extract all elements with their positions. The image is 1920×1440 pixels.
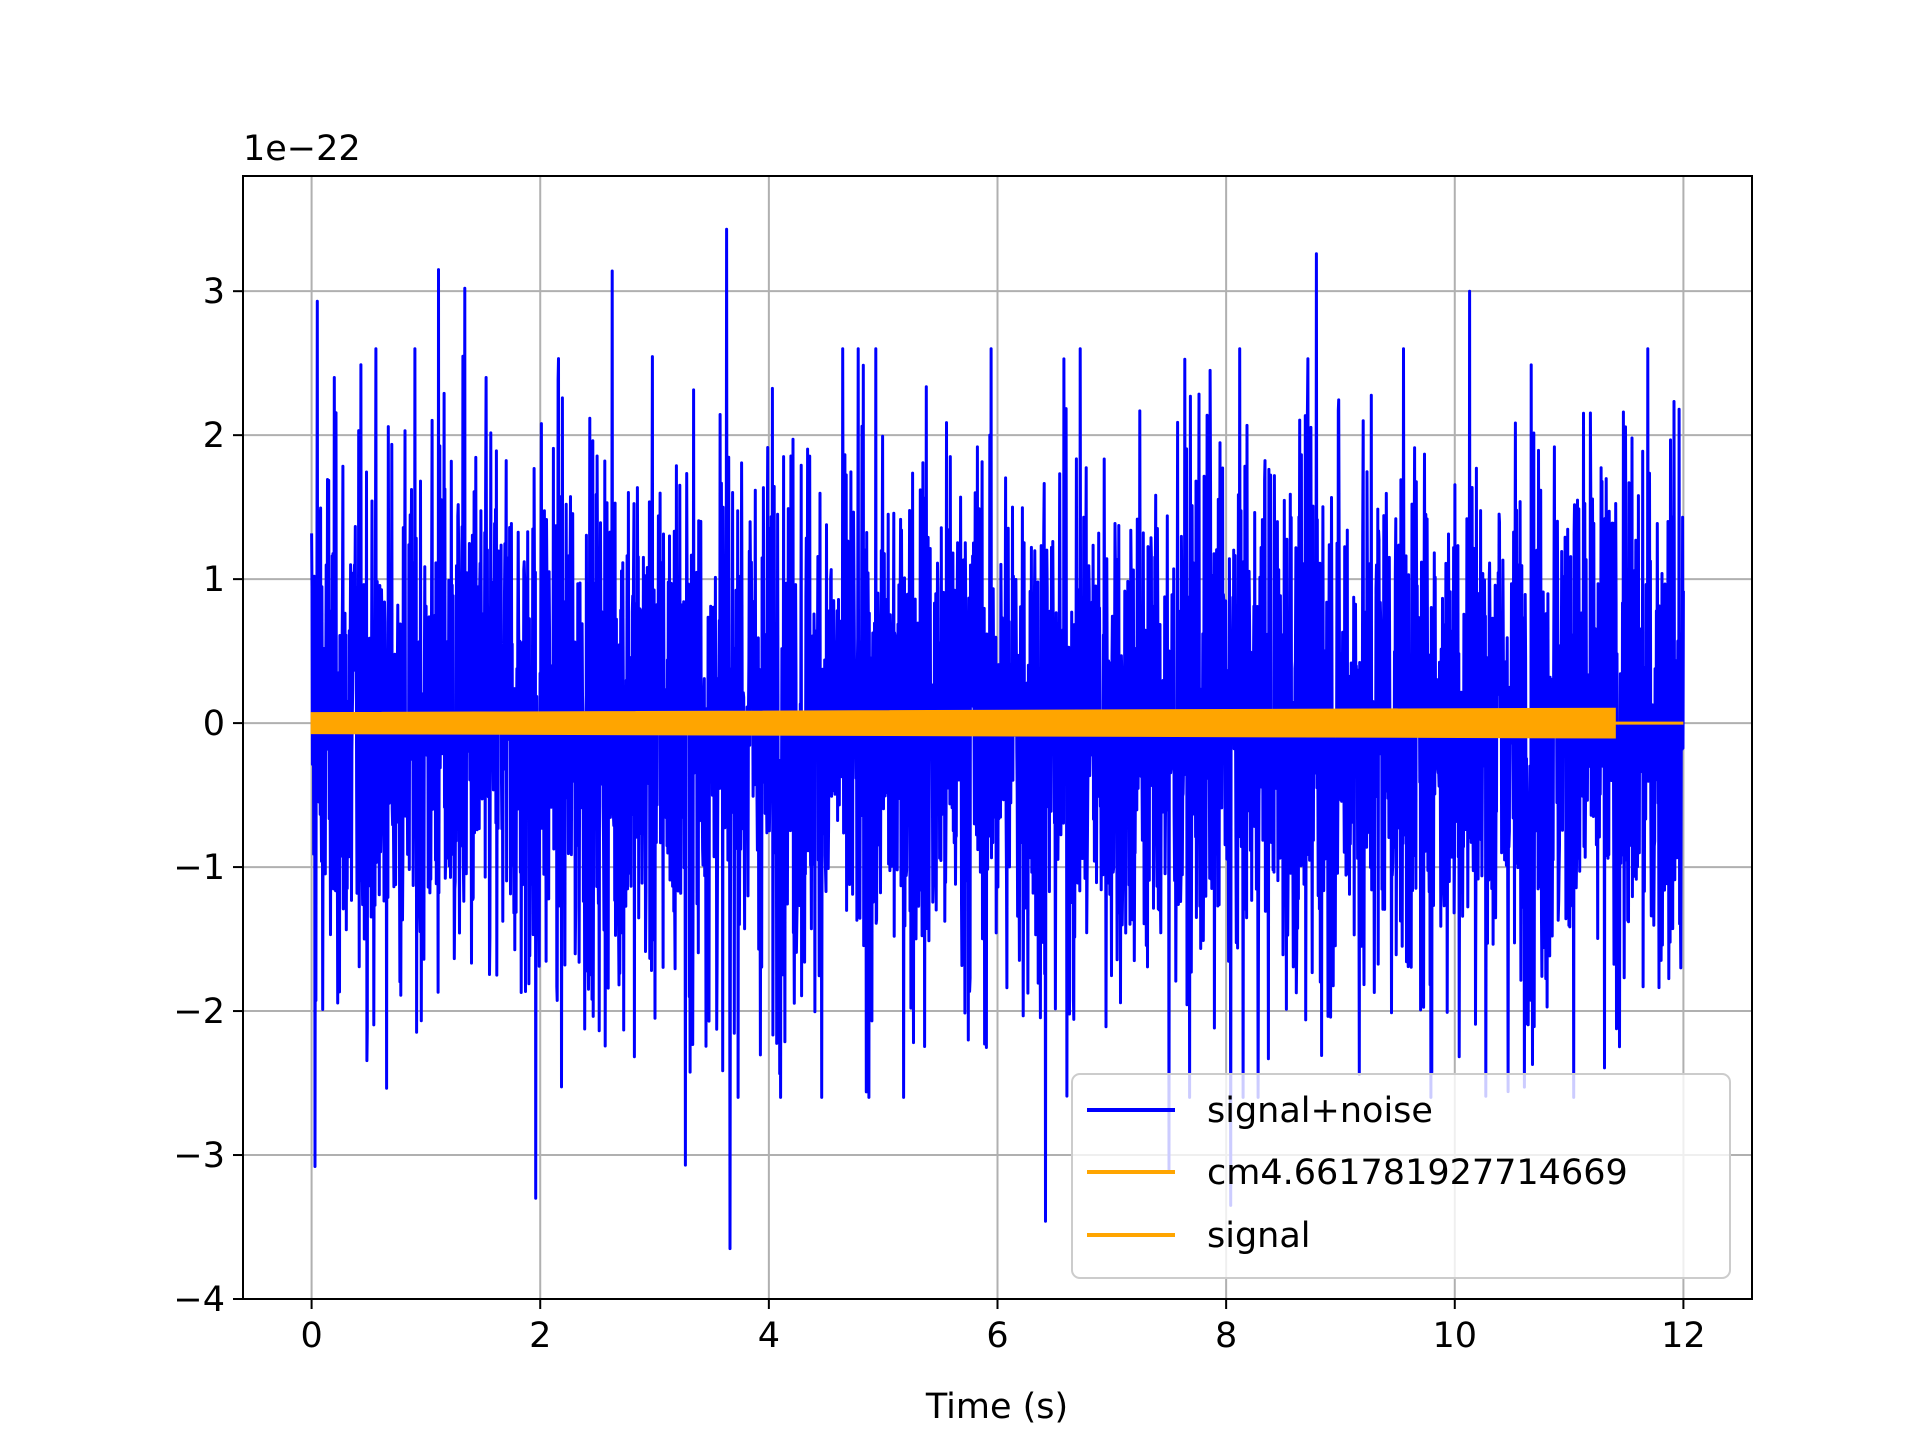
y-tick-label: 2 — [203, 416, 225, 456]
y-tick-label: 0 — [203, 704, 225, 744]
x-tick-label: 10 — [1432, 1316, 1477, 1356]
y-tick-label: 3 — [203, 272, 225, 312]
legend-label-signal-noise: signal+noise — [1207, 1091, 1433, 1131]
legend-label-signal: signal — [1207, 1216, 1311, 1256]
y-tick-label: −1 — [173, 848, 225, 888]
legend-label-cm: cm4.661781927714669 — [1207, 1153, 1628, 1193]
x-axis-label: Time (s) — [925, 1387, 1068, 1427]
x-tick-label: 2 — [529, 1316, 551, 1356]
x-tick-label: 0 — [300, 1316, 322, 1356]
x-tick-label: 6 — [986, 1316, 1008, 1356]
y-offset-text: 1e−22 — [243, 129, 361, 169]
x-tick-label: 4 — [758, 1316, 780, 1356]
y-tick-label: −4 — [173, 1280, 225, 1320]
y-tick-label: 1 — [203, 560, 225, 600]
y-tick-label: −2 — [173, 992, 225, 1032]
x-tick-label: 12 — [1661, 1316, 1706, 1356]
series-layer — [310, 227, 1685, 1251]
series-cm4-661781927714669 — [310, 707, 1616, 739]
x-tick-label: 8 — [1215, 1316, 1237, 1356]
legend: signal+noise cm4.661781927714669 signal — [1071, 1073, 1731, 1279]
legend-box — [1071, 1073, 1731, 1279]
y-tick-label: −3 — [173, 1136, 225, 1176]
